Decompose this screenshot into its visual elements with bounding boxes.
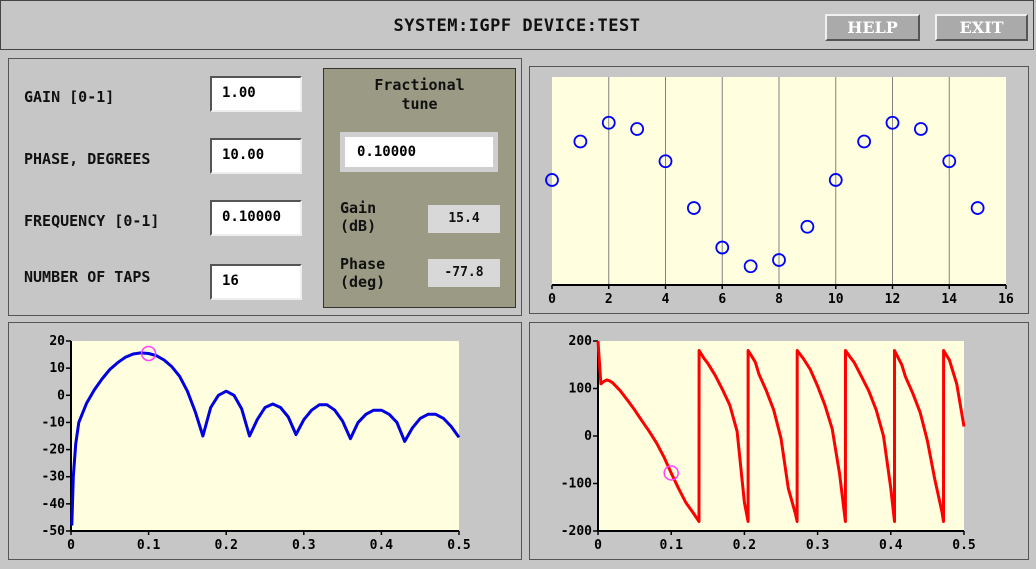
gain-db-label: Gain (dB)	[340, 199, 376, 235]
tune-title-line2: tune	[401, 95, 438, 113]
x-tick-label: 12	[885, 292, 901, 307]
y-tick-label: 10	[49, 361, 65, 376]
phase-response-chart: 0 0.1 0.2 0.3 0.4 0.5 -200 -100 0 100 200	[561, 334, 976, 553]
tap-point	[828, 173, 843, 187]
y-tick-label: -40	[42, 497, 66, 512]
phase-deg-label: Phase (deg)	[340, 255, 385, 291]
x-tick-label: 0.4	[370, 538, 394, 553]
gain-chart-panel: 0 0.1 0.2 0.3 0.4 0.5 -50 -40 -30 -20 -10 0 10 20	[8, 322, 522, 560]
gain-db-label-line2: (dB)	[340, 217, 377, 235]
parameters-panel	[8, 58, 522, 316]
x-tick-label: 16	[998, 292, 1014, 307]
tap-point	[573, 134, 588, 149]
x-tick-label: 10	[828, 292, 844, 307]
x-tick-label: 6	[718, 292, 726, 307]
taps-field[interactable]: 16	[210, 264, 302, 300]
tap-point	[630, 122, 645, 136]
tap-point	[857, 134, 872, 149]
y-tick-label: 0	[57, 388, 65, 403]
tap-point	[913, 122, 928, 136]
x-tick-label: 0.3	[806, 538, 829, 553]
x-tick-label: 0	[594, 538, 602, 553]
tap-point	[601, 115, 616, 130]
x-tick-label: 0.1	[137, 538, 161, 553]
gain-label: GAIN [0-1]	[24, 88, 115, 106]
x-tick-label: 0.5	[447, 538, 470, 553]
x-tick-label: 14	[941, 292, 957, 307]
tap-point	[743, 259, 758, 274]
x-tick-label: 0.4	[879, 538, 903, 553]
frequency-field[interactable]: 0.10000	[210, 200, 302, 236]
tune-marker	[140, 345, 157, 362]
gain-curve	[70, 351, 461, 526]
title-bar: SYSTEM:IGPF DEVICE:TEST HELP EXIT	[0, 0, 1034, 50]
gain-db-value: 15.4	[428, 205, 500, 233]
plot-area	[71, 341, 459, 531]
tap-point	[772, 253, 786, 267]
y-tick-label: -50	[42, 524, 66, 539]
tap-point	[970, 201, 985, 215]
y-tick-label: 100	[569, 382, 593, 397]
y-tick-label: 0	[584, 429, 592, 444]
x-tick-label: 0.5	[952, 538, 975, 553]
phase-deg-label-line1: Phase	[340, 255, 386, 273]
x-tick-label: 4	[662, 292, 670, 307]
phase-deg-value: -77.8	[428, 259, 500, 287]
x-tick-label: 0	[548, 292, 556, 307]
x-tick-label: 0.1	[659, 538, 683, 553]
x-tick-label: 8	[775, 292, 783, 307]
fractional-tune-panel: Fractional tune 0.10000 Gain (dB) 15.4 P…	[323, 68, 516, 308]
y-tick-label: 200	[569, 334, 593, 349]
tune-title-line1: Fractional	[374, 76, 465, 94]
y-tick-label: -30	[42, 470, 66, 485]
y-tick-label: 20	[49, 334, 65, 349]
tune-marker	[663, 465, 679, 481]
y-tick-label: -100	[561, 477, 592, 492]
taps-chart-panel: 0 2 4 6 8 10 12 14 16	[529, 66, 1029, 314]
x-tick-label: 0	[67, 538, 75, 553]
y-tick-label: -10	[42, 415, 66, 430]
x-tick-label: 0.2	[733, 538, 756, 553]
help-button[interactable]: HELP	[825, 14, 920, 41]
phase-deg-label-line2: (deg)	[340, 273, 386, 291]
frequency-label: FREQUENCY [0-1]	[24, 212, 160, 230]
tap-point	[658, 154, 673, 169]
window-title: SYSTEM:IGPF DEVICE:TEST	[393, 16, 641, 36]
x-tick-label: 0.3	[292, 538, 315, 553]
gain-db-label-line1: Gain	[340, 199, 377, 217]
x-tick-label: 0.2	[214, 538, 237, 553]
phase-label: PHASE, DEGREES	[24, 150, 151, 168]
x-tick-label: 2	[605, 292, 613, 307]
tap-point	[942, 154, 957, 169]
y-tick-label: -200	[561, 524, 592, 539]
tap-point	[885, 115, 900, 130]
taps-label: NUMBER OF TAPS	[24, 268, 151, 286]
tap-point	[800, 219, 815, 234]
taps-chart: 0 2 4 6 8 10 12 14 16	[545, 77, 1014, 307]
y-tick-label: -20	[42, 443, 66, 458]
tune-input[interactable]: 0.10000	[340, 132, 498, 172]
tap-point	[715, 240, 730, 255]
tune-title: Fractional tune	[324, 76, 515, 114]
exit-button[interactable]: EXIT	[935, 14, 1028, 41]
tap-point	[545, 173, 559, 187]
gain-field[interactable]: 1.00	[210, 76, 302, 112]
gain-response-chart: 0 0.1 0.2 0.3 0.4 0.5 -50 -40 -30 -20 -10 0 10 20	[42, 334, 471, 553]
phase-field[interactable]: 10.00	[210, 138, 302, 174]
phase-chart-panel: 0 0.1 0.2 0.3 0.4 0.5 -200 -100 0 100 200	[529, 322, 1029, 560]
tap-point	[686, 201, 701, 215]
phase-curve	[596, 340, 966, 523]
